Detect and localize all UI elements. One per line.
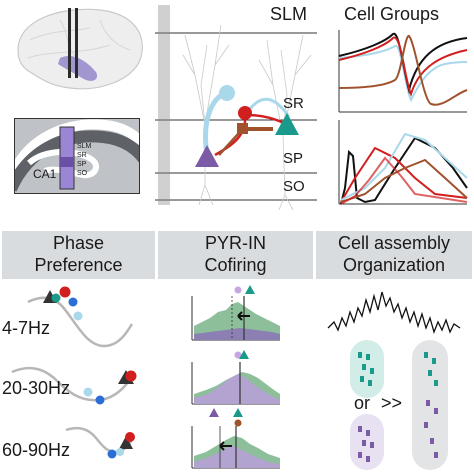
layer-label-sp: SP [283,150,304,167]
phase-preference-panel [11,286,137,459]
brain-illustration [17,8,143,90]
assembly-gt-label: >> [381,393,403,413]
inset-region-label: CA1 [33,167,57,181]
inset-layer-so: SO [77,170,88,177]
band-label-beta: 20-30Hz [2,378,71,398]
sr-interneuron-soma [238,106,252,120]
teal-interneuron-soma [275,113,299,135]
header-phase-line2: Preference [34,255,123,275]
band-label-theta: 4-7Hz [2,318,51,338]
inset-layer-sp: SP [77,161,87,168]
cell-groups-title: Cell Groups [344,4,440,24]
header-phase-line1: Phase [52,233,105,253]
cell-group-plots [338,30,468,205]
pyramidal-soma [195,145,219,167]
hippocampus-inset: CA1 SLM SR SP SO [5,118,151,194]
layer-label-slm: SLM [270,4,308,24]
layer-label-so: SO [283,178,305,195]
brown-interneuron-soma [237,123,248,134]
teal-assembly [350,340,384,398]
layer-schematic [155,5,317,210]
header-assembly-line2: Organization [342,255,446,275]
header-cell-assembly: Cell assembly Organization [316,231,472,279]
recording-probe [68,8,71,78]
layer-label-sr: SR [283,95,304,112]
inset-layer-slm: SLM [77,143,92,150]
header-assembly-line1: Cell assembly [337,233,451,253]
pyr-marker-row3 [119,436,133,449]
header-cofiring-line2: Cofiring [204,255,267,275]
cofiring-histograms [191,285,280,469]
band-label-gamma: 60-90Hz [2,440,71,460]
header-cofiring-line1: PYR-IN [204,233,266,253]
assembly-or-label: or [354,393,371,413]
slm-interneuron-soma [219,85,235,101]
header-phase-preference: Phase Preference [2,231,155,279]
header-pyr-in-cofiring: PYR-IN Cofiring [158,231,313,279]
cell-assembly-panel [327,291,461,470]
inset-layer-sr: SR [77,152,87,159]
